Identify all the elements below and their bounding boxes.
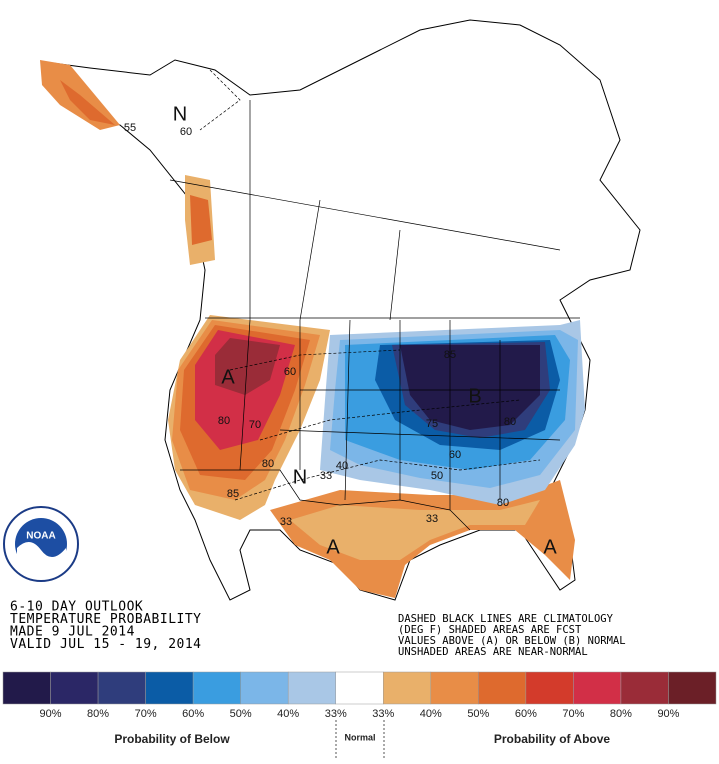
map-label: N (173, 103, 187, 125)
forecast-shading (40, 60, 585, 598)
legend-label: 50% (467, 708, 489, 720)
map-label: A (543, 536, 557, 558)
legend-below: Probability of Below (114, 732, 230, 746)
noaa-logo: NOAA (3, 506, 79, 582)
legend-label: 50% (230, 708, 252, 720)
legend-swatch (50, 671, 99, 705)
map-label: 40 (336, 460, 348, 472)
note-line: DASHED BLACK LINES ARE CLIMATOLOGY (398, 613, 614, 625)
legend-label: 60% (515, 708, 537, 720)
logo-text: NOAA (26, 531, 55, 542)
legend-label: 80% (610, 708, 632, 720)
note-line: VALUES ABOVE (A) OR BELOW (B) NORMAL (398, 635, 626, 647)
map-label: 85 (227, 488, 239, 500)
map-label: 75 (426, 418, 438, 430)
title-line: VALID JUL 15 - 19, 2014 (10, 637, 202, 652)
map-label: 80 (262, 458, 274, 470)
legend-swatch (192, 671, 241, 705)
legend-swatch (2, 671, 51, 705)
legend-swatch (145, 671, 194, 705)
legend-label: 80% (87, 708, 109, 720)
legend-swatch (240, 671, 289, 705)
legend-swatch (525, 671, 574, 705)
legend-label: 90% (40, 708, 62, 720)
legend-swatch (287, 671, 336, 705)
map-label: 33 (280, 516, 292, 528)
note-line: (DEG F) SHADED AREAS ARE FCST (398, 624, 582, 636)
legend-swatch (478, 671, 527, 705)
borders (169, 69, 580, 531)
map-label: 85 (444, 349, 456, 361)
legend-swatch (335, 671, 384, 705)
map-label: 33 (426, 513, 438, 525)
legend-swatch (573, 671, 622, 705)
map-label: 60 (180, 126, 192, 138)
map-label: A (221, 366, 235, 388)
coastline (44, 19, 641, 601)
map-label: 55 (124, 122, 136, 134)
map-label: 80 (497, 497, 509, 509)
map-label: 80 (504, 416, 516, 428)
map-label: A (326, 536, 340, 558)
legend-swatch (430, 671, 479, 705)
legend-swatch (620, 671, 669, 705)
legend-normal: Normal (344, 732, 375, 742)
legend-label: 33% (325, 708, 347, 720)
note-line: UNSHADED AREAS ARE NEAR-NORMAL (398, 646, 588, 658)
map-label: 80 (218, 415, 230, 427)
legend-label: 70% (135, 708, 157, 720)
legend-label: 33% (372, 708, 394, 720)
legend-label: 70% (562, 708, 584, 720)
legend-swatch (668, 671, 717, 705)
legend: Probability of Below Normal Probability … (2, 671, 717, 758)
title-line: MADE 9 JUL 2014 (10, 625, 135, 640)
map-label: B (468, 385, 481, 407)
legend-label: 90% (657, 708, 679, 720)
title-line: 6-10 DAY OUTLOOK (10, 600, 143, 615)
map-label: 60 (284, 366, 296, 378)
legend-swatch (97, 671, 146, 705)
legend-label: 40% (277, 708, 299, 720)
map-label: 70 (249, 419, 261, 431)
map-label: 50 (431, 470, 443, 482)
note-block: DASHED BLACK LINES ARE CLIMATOLOGY(DEG F… (398, 613, 626, 658)
legend-label: 60% (182, 708, 204, 720)
legend-label: 40% (420, 708, 442, 720)
map-label: 60 (449, 449, 461, 461)
map-label: 33 (320, 470, 332, 482)
legend-above: Probability of Above (494, 732, 611, 746)
map-label: N (293, 466, 307, 488)
map-labels: A A A B N N 80 60 70 80 33 40 50 60 80 75 85 33 33 80 60 55 85 (124, 103, 557, 558)
legend-swatch (383, 671, 432, 705)
title-line: TEMPERATURE PROBABILITY (10, 612, 202, 627)
